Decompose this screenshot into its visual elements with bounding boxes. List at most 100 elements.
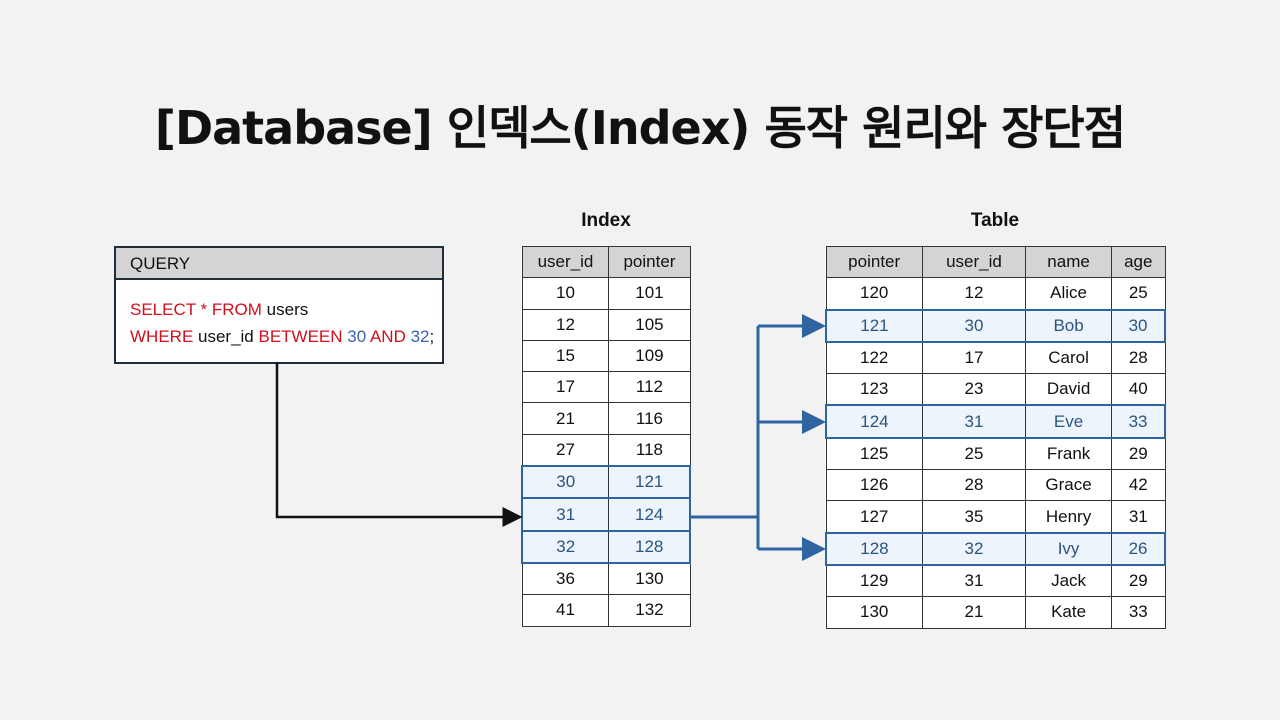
index-row: 17 112 <box>521 371 691 404</box>
query-token: ; <box>429 327 435 346</box>
index-label: Index <box>581 210 631 231</box>
table-column-header: age <box>1111 245 1166 279</box>
table-cell: 17 <box>921 341 1027 375</box>
index-cell: 124 <box>608 497 692 532</box>
table-header-row: pointer user_id name age <box>825 245 1166 279</box>
table-cell: 125 <box>825 437 923 471</box>
query-token: FROM <box>211 300 262 319</box>
index-column-header: pointer <box>608 245 691 279</box>
table-row: 130 21 Kate 33 <box>825 596 1166 629</box>
query-token: user_id <box>193 327 259 346</box>
query-header: QUERY <box>116 248 442 280</box>
query-token: * <box>195 300 212 319</box>
index-cell: 130 <box>608 562 691 596</box>
index-cell: 10 <box>521 277 610 310</box>
table-cell: 123 <box>825 373 923 406</box>
table-cell: David <box>1025 373 1113 406</box>
table-cell: Kate <box>1025 596 1113 629</box>
index-cell: 21 <box>521 402 610 435</box>
index-row: 10 101 <box>521 277 691 310</box>
index-cell: 32 <box>521 529 610 564</box>
table-cell: 30 <box>1111 308 1167 343</box>
table-row-highlighted: 128 32 Ivy 26 <box>824 531 1167 566</box>
index-cell: 116 <box>608 402 691 435</box>
table-cell: 28 <box>921 469 1027 502</box>
table-row-highlighted: 124 31 Eve 33 <box>824 404 1167 439</box>
index-cell: 128 <box>608 529 692 564</box>
table-column-header: user_id <box>921 245 1027 279</box>
index-row-highlighted: 31 124 <box>521 497 692 532</box>
index-header-row: user_id pointer <box>521 245 691 279</box>
index-cell: 27 <box>521 433 610 467</box>
table-row: 127 35 Henry 31 <box>825 500 1166 534</box>
table-row: 125 25 Frank 29 <box>825 437 1166 471</box>
query-line-1: SELECT * FROM users <box>130 296 428 323</box>
table-row: 126 28 Grace 42 <box>825 469 1166 502</box>
index-to-table-line <box>691 326 760 549</box>
table-cell: Henry <box>1025 500 1113 534</box>
table-cell: 127 <box>825 500 923 534</box>
table-column-header: pointer <box>825 245 923 279</box>
table-label: Table <box>970 210 1020 231</box>
page-title: [Database] 인덱스(Index) 동작 원리와 장단점 <box>154 101 1126 155</box>
query-token: AND <box>369 327 406 346</box>
index-cell: 17 <box>521 371 610 404</box>
table-cell: 32 <box>921 531 1027 566</box>
table-cell: 126 <box>825 469 923 502</box>
table-cell: Eve <box>1025 404 1113 439</box>
table-cell: 42 <box>1111 469 1166 502</box>
index-cell: 132 <box>608 594 691 627</box>
table-row: 122 17 Carol 28 <box>825 341 1166 375</box>
table-cell: 12 <box>921 277 1027 311</box>
index-table: user_id pointer 10 101 12 105 15 109 17 112 21 116 2… <box>521 245 692 627</box>
query-box: QUERY SELECT * FROM users WHERE user_id … <box>114 246 444 364</box>
table-cell: 122 <box>825 341 923 375</box>
table-cell: 130 <box>825 596 923 629</box>
table-cell: 40 <box>1111 373 1166 406</box>
table-cell: 21 <box>921 596 1027 629</box>
table-cell: Bob <box>1025 308 1113 343</box>
table-column-header: name <box>1025 245 1113 279</box>
table-cell: Grace <box>1025 469 1113 502</box>
table-cell: 121 <box>824 308 923 343</box>
table-cell: Ivy <box>1025 531 1113 566</box>
query-token: 30 <box>342 327 370 346</box>
index-row: 15 109 <box>521 339 691 373</box>
table-cell: 124 <box>824 404 923 439</box>
table-row-highlighted: 121 30 Bob 30 <box>824 308 1167 343</box>
table-cell: 31 <box>921 404 1027 439</box>
index-row-highlighted: 30 121 <box>521 465 692 500</box>
index-cell: 30 <box>521 465 610 500</box>
query-token: BETWEEN <box>258 327 343 346</box>
query-line-2: WHERE user_id BETWEEN 30 AND 32; <box>130 323 434 350</box>
table-cell: 28 <box>1111 341 1166 375</box>
table-cell: 128 <box>824 531 923 566</box>
index-cell: 121 <box>608 465 692 500</box>
index-cell: 112 <box>608 371 691 404</box>
query-token: WHERE <box>130 327 194 346</box>
table-cell: Frank <box>1025 437 1113 471</box>
query-token: 32 <box>405 327 430 346</box>
query-token: SELECT <box>130 300 196 319</box>
query-token: users <box>261 300 309 319</box>
index-row: 41 132 <box>521 594 691 627</box>
index-cell: 36 <box>521 562 610 596</box>
index-row: 12 105 <box>521 308 691 341</box>
data-table: pointer user_id name age 120 12 Alice 25 121 30 Bo… <box>824 245 1167 629</box>
table-cell: 33 <box>1111 404 1167 439</box>
table-cell: 26 <box>1111 531 1167 566</box>
index-row: 36 130 <box>521 562 691 596</box>
table-cell: 25 <box>1111 277 1166 311</box>
index-row-highlighted: 32 128 <box>521 529 692 564</box>
table-cell: 30 <box>921 308 1027 343</box>
table-cell: 33 <box>1111 596 1166 629</box>
query-to-index-arrow <box>275 362 523 527</box>
table-cell: 23 <box>921 373 1027 406</box>
index-cell: 31 <box>521 497 610 532</box>
table-cell: 129 <box>825 564 923 598</box>
index-cell: 101 <box>608 277 691 310</box>
query-code: SELECT * FROM users WHERE user_id BETWEE… <box>116 280 442 366</box>
table-cell: 25 <box>921 437 1027 471</box>
table-cell: 35 <box>921 500 1027 534</box>
